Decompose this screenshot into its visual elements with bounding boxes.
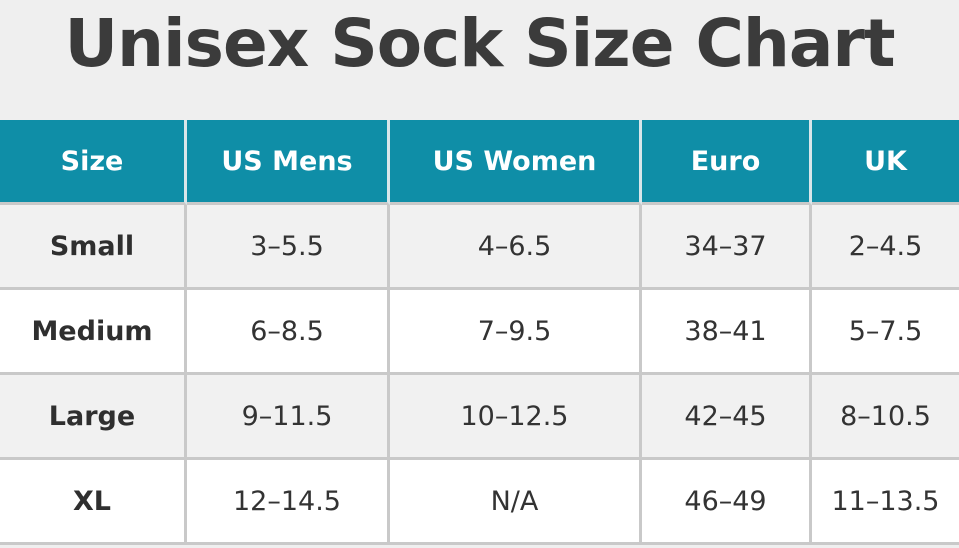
table-cell: 9–11.5 [187,375,390,460]
table-cell: 38–41 [642,290,812,375]
size-table: Size US Mens US Women Euro UK Small 3–5.5 4–6.… [0,120,959,545]
table-row: Medium 6–8.5 7–9.5 38–41 5–7.5 [0,290,959,375]
table-cell: N/A [390,460,642,545]
table-body: Small 3–5.5 4–6.5 34–37 2–4.5 Medium 6–8.5 7–9.… [0,205,959,545]
column-header: US Mens [187,120,390,205]
table-cell: 3–5.5 [187,205,390,290]
title: Unisex Sock Size Chart [64,5,895,82]
size-cell: Large [0,375,187,460]
table-cell: 7–9.5 [390,290,642,375]
table-cell: 2–4.5 [812,205,959,290]
size-cell: Small [0,205,187,290]
table-cell: 42–45 [642,375,812,460]
table-cell: 6–8.5 [187,290,390,375]
table-cell: 46–49 [642,460,812,545]
column-header: UK [812,120,959,205]
column-header: Euro [642,120,812,205]
table-cell: 34–37 [642,205,812,290]
table-cell: 8–10.5 [812,375,959,460]
size-cell: XL [0,460,187,545]
table-cell: 12–14.5 [187,460,390,545]
size-cell: Medium [0,290,187,375]
table-cell: 4–6.5 [390,205,642,290]
table-row: XL 12–14.5 N/A 46–49 11–13.5 [0,460,959,545]
table-row: Large 9–11.5 10–12.5 42–45 8–10.5 [0,375,959,460]
table-cell: 5–7.5 [812,290,959,375]
table-cell: 10–12.5 [390,375,642,460]
header-row: Size US Mens US Women Euro UK [0,120,959,205]
table-cell: 11–13.5 [812,460,959,545]
column-header: Size [0,120,187,205]
table-row: Small 3–5.5 4–6.5 34–37 2–4.5 [0,205,959,290]
column-header: US Women [390,120,642,205]
